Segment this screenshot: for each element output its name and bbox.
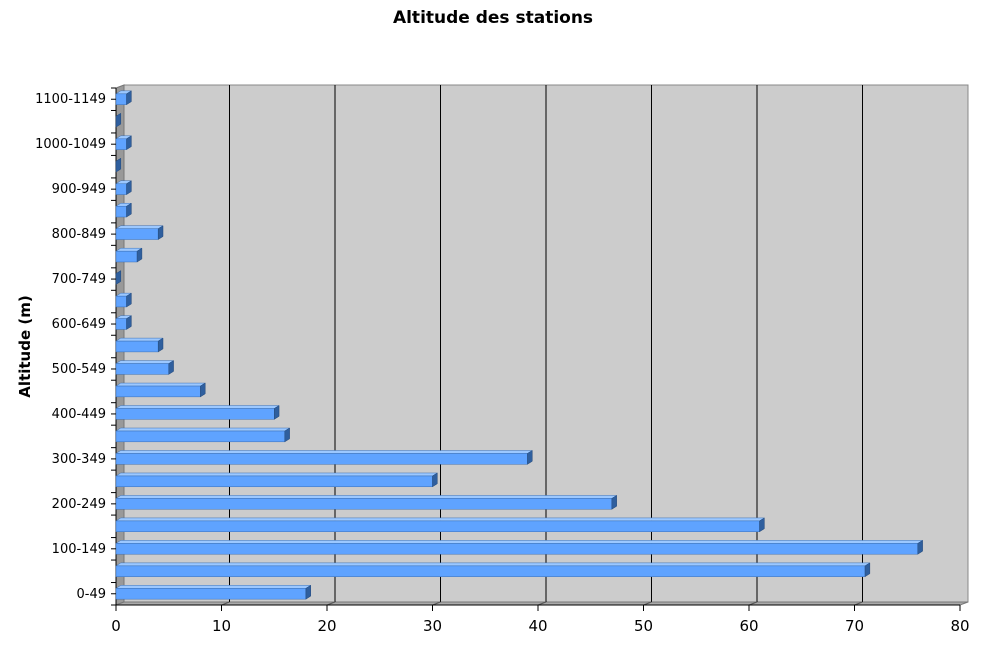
bar (115, 318, 127, 330)
x-tick-label: 30 (423, 617, 442, 635)
bar (115, 475, 433, 488)
bar (115, 543, 919, 555)
bar-top-face (115, 562, 871, 567)
bar-top-face (115, 585, 312, 589)
bar-end-face (115, 270, 122, 285)
y-tick-label: 800-849 (52, 227, 106, 242)
bar-top-face (115, 472, 439, 477)
y-tick-label: 100-149 (52, 542, 106, 557)
bar-end-face (126, 202, 132, 218)
bar-end-face (115, 157, 122, 173)
bar (115, 250, 138, 263)
x-tick-label: 60 (739, 617, 758, 635)
bar-end-face (126, 90, 132, 106)
y-tick-label: 700-749 (52, 272, 106, 287)
bar-end-face (274, 405, 280, 420)
y-tick-label: 500-549 (52, 362, 106, 377)
bar-top-face (115, 382, 207, 387)
bar-top-face (115, 450, 534, 454)
bar-end-face (917, 539, 923, 555)
bar-top-face (115, 360, 175, 364)
bar-end-face (864, 562, 871, 578)
bar-top-face (115, 405, 280, 409)
bar-top-face (115, 427, 291, 432)
bar-end-face (115, 112, 122, 128)
bar-top-face (115, 225, 164, 229)
y-tick-label: 1000-1049 (35, 137, 106, 152)
y-tick-label: 0-49 (76, 587, 106, 602)
bar-end-face (432, 472, 438, 488)
bar (115, 385, 201, 398)
chart-title: Altitude des stations (392, 8, 594, 28)
bar-end-face (157, 337, 164, 353)
bar (115, 565, 866, 577)
y-tick-label: 600-649 (52, 317, 106, 332)
bar (115, 295, 127, 308)
bar-top-face (115, 495, 618, 499)
x-tick-label: 20 (317, 617, 336, 635)
bar-top-face (115, 517, 766, 522)
bar (115, 138, 127, 150)
bar-end-face (305, 584, 311, 600)
x-tick-label: 40 (528, 617, 547, 635)
bar-top-face (115, 540, 924, 544)
bar-end-face (126, 180, 132, 195)
bar-end-face (157, 225, 164, 240)
x-tick-label: 70 (845, 617, 864, 635)
y-tick-label: 400-449 (52, 407, 106, 422)
bar-end-face (527, 450, 533, 465)
bar-end-face (126, 135, 132, 151)
bar (115, 183, 127, 195)
bar (115, 430, 286, 443)
x-tick-label: 80 (950, 617, 969, 635)
x-tick-label: 10 (212, 617, 231, 635)
y-tick-label: 300-349 (52, 452, 106, 467)
bar-end-face (284, 427, 290, 443)
bar-end-face (759, 517, 765, 533)
bar (115, 93, 127, 105)
bar (115, 453, 528, 465)
bar (115, 228, 159, 240)
bar-end-face (611, 495, 617, 510)
y-tick-label: 1100-1149 (35, 92, 106, 107)
bar (115, 520, 760, 532)
bar (115, 340, 159, 353)
bar-end-face (136, 247, 143, 263)
bar-end-face (126, 292, 132, 308)
y-tick-label: 900-949 (52, 182, 106, 197)
bar (115, 363, 169, 375)
bar-end-face (168, 360, 174, 375)
bar-top-face (115, 337, 164, 342)
bar-end-face (200, 382, 206, 398)
bar (115, 408, 275, 420)
y-tick-label: 200-249 (52, 497, 106, 512)
bar (115, 205, 127, 218)
x-tick-label: 50 (634, 617, 653, 635)
y-axis-label: Altitude (m) (16, 295, 34, 397)
bar (115, 498, 613, 510)
bar (115, 588, 307, 600)
bar-end-face (126, 315, 132, 330)
x-tick-label: 0 (111, 617, 121, 635)
